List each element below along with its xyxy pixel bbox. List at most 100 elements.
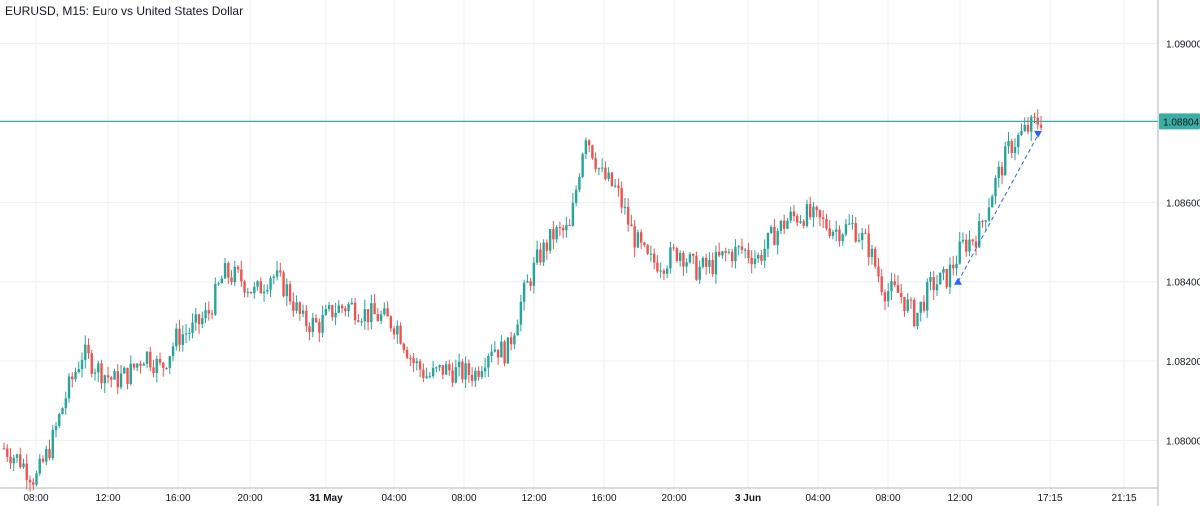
candle-up — [350, 302, 354, 305]
candle-up — [506, 337, 510, 364]
candle-down — [412, 358, 415, 364]
candle-down — [32, 482, 35, 485]
time-tick-label: 12:00 — [947, 493, 972, 504]
time-tick-label: 04:00 — [805, 493, 830, 504]
chart-title: EURUSD, M15: Euro vs United States Dolla… — [5, 4, 244, 18]
candle-down — [867, 233, 870, 257]
candle-down — [802, 221, 805, 226]
candle-down — [539, 249, 542, 263]
candle-down — [207, 310, 210, 314]
candle-down — [568, 224, 571, 226]
candle-up — [171, 346, 175, 357]
candle-up — [119, 373, 123, 388]
candle-up — [942, 268, 945, 273]
candle-up — [929, 277, 932, 282]
candle-down — [308, 326, 311, 333]
candle-up — [532, 262, 536, 286]
candle-up — [841, 234, 844, 242]
candle-down — [711, 259, 714, 275]
candle-down — [672, 247, 675, 249]
candle-up — [64, 398, 67, 409]
arrow-start-marker — [954, 277, 962, 285]
candle-up — [513, 335, 516, 345]
candle-up — [35, 473, 38, 485]
candle-up — [464, 363, 467, 380]
candle-up — [246, 291, 250, 293]
candle-down — [149, 351, 152, 368]
candle-up — [522, 282, 526, 302]
candle-down — [558, 227, 562, 229]
candle-down — [900, 292, 903, 298]
candle-down — [874, 248, 877, 267]
candle-down — [386, 308, 389, 317]
candle-down — [373, 303, 376, 315]
time-tick-label: 04:00 — [381, 493, 406, 504]
candle-up — [574, 189, 578, 203]
candle-up — [542, 242, 545, 263]
candle-up — [54, 425, 58, 430]
candle-up — [939, 272, 942, 285]
candle-down — [165, 367, 168, 369]
candle-down — [981, 221, 984, 223]
candle-up — [129, 363, 132, 384]
candle-down — [227, 263, 230, 278]
candle-down — [591, 145, 594, 159]
candle-up — [1013, 146, 1017, 154]
candle-up — [708, 259, 711, 267]
candle-up — [15, 454, 19, 458]
candle-down — [750, 257, 753, 265]
candle-down — [545, 242, 549, 251]
candle-up — [113, 371, 116, 380]
candle-down — [210, 313, 214, 315]
candle-down — [470, 374, 474, 381]
candle-down — [230, 277, 233, 283]
candle-up — [870, 248, 874, 257]
candle-up — [906, 299, 909, 312]
candle-up — [12, 457, 15, 464]
candle-up — [1017, 134, 1020, 147]
candle-up — [786, 220, 789, 229]
candle-down — [340, 305, 344, 309]
candle-up — [776, 230, 779, 246]
time-tick-label: 08:00 — [875, 493, 900, 504]
candle-down — [747, 249, 750, 258]
arrow-end-marker — [1034, 130, 1042, 138]
time-tick-label: 20:00 — [661, 493, 686, 504]
candle-up — [480, 371, 484, 377]
candle-up — [415, 361, 419, 364]
candle-up — [649, 253, 653, 255]
candle-down — [126, 367, 129, 384]
candle-down — [821, 217, 825, 219]
time-tick-label: 16:00 — [591, 493, 616, 504]
candle-up — [269, 278, 272, 290]
candle-down — [880, 276, 883, 293]
candle-up — [194, 314, 197, 323]
candle-down — [594, 158, 597, 170]
candle-up — [756, 254, 760, 259]
candle-up — [812, 206, 815, 218]
candle-down — [1033, 116, 1036, 118]
candle-up — [22, 463, 25, 468]
candle-up — [311, 318, 315, 333]
candle-up — [93, 372, 97, 374]
price-tick-label: 1.08400 — [1166, 278, 1200, 289]
candle-up — [191, 322, 194, 333]
candle-down — [197, 314, 201, 325]
candle-up — [334, 312, 337, 318]
candle-down — [610, 172, 614, 186]
candle-down — [1000, 166, 1004, 176]
candle-down — [305, 310, 308, 327]
time-tick-label: 21:15 — [1111, 493, 1136, 504]
candle-up — [457, 361, 461, 368]
candle-down — [561, 227, 565, 231]
candle-up — [396, 325, 399, 335]
candle-down — [389, 316, 393, 329]
candle-down — [441, 365, 445, 375]
candle-down — [815, 206, 818, 211]
candle-down — [974, 241, 978, 248]
candle-up — [379, 314, 383, 322]
candle-down — [90, 353, 93, 374]
candle-up — [1023, 124, 1026, 131]
candle-up — [571, 202, 575, 226]
